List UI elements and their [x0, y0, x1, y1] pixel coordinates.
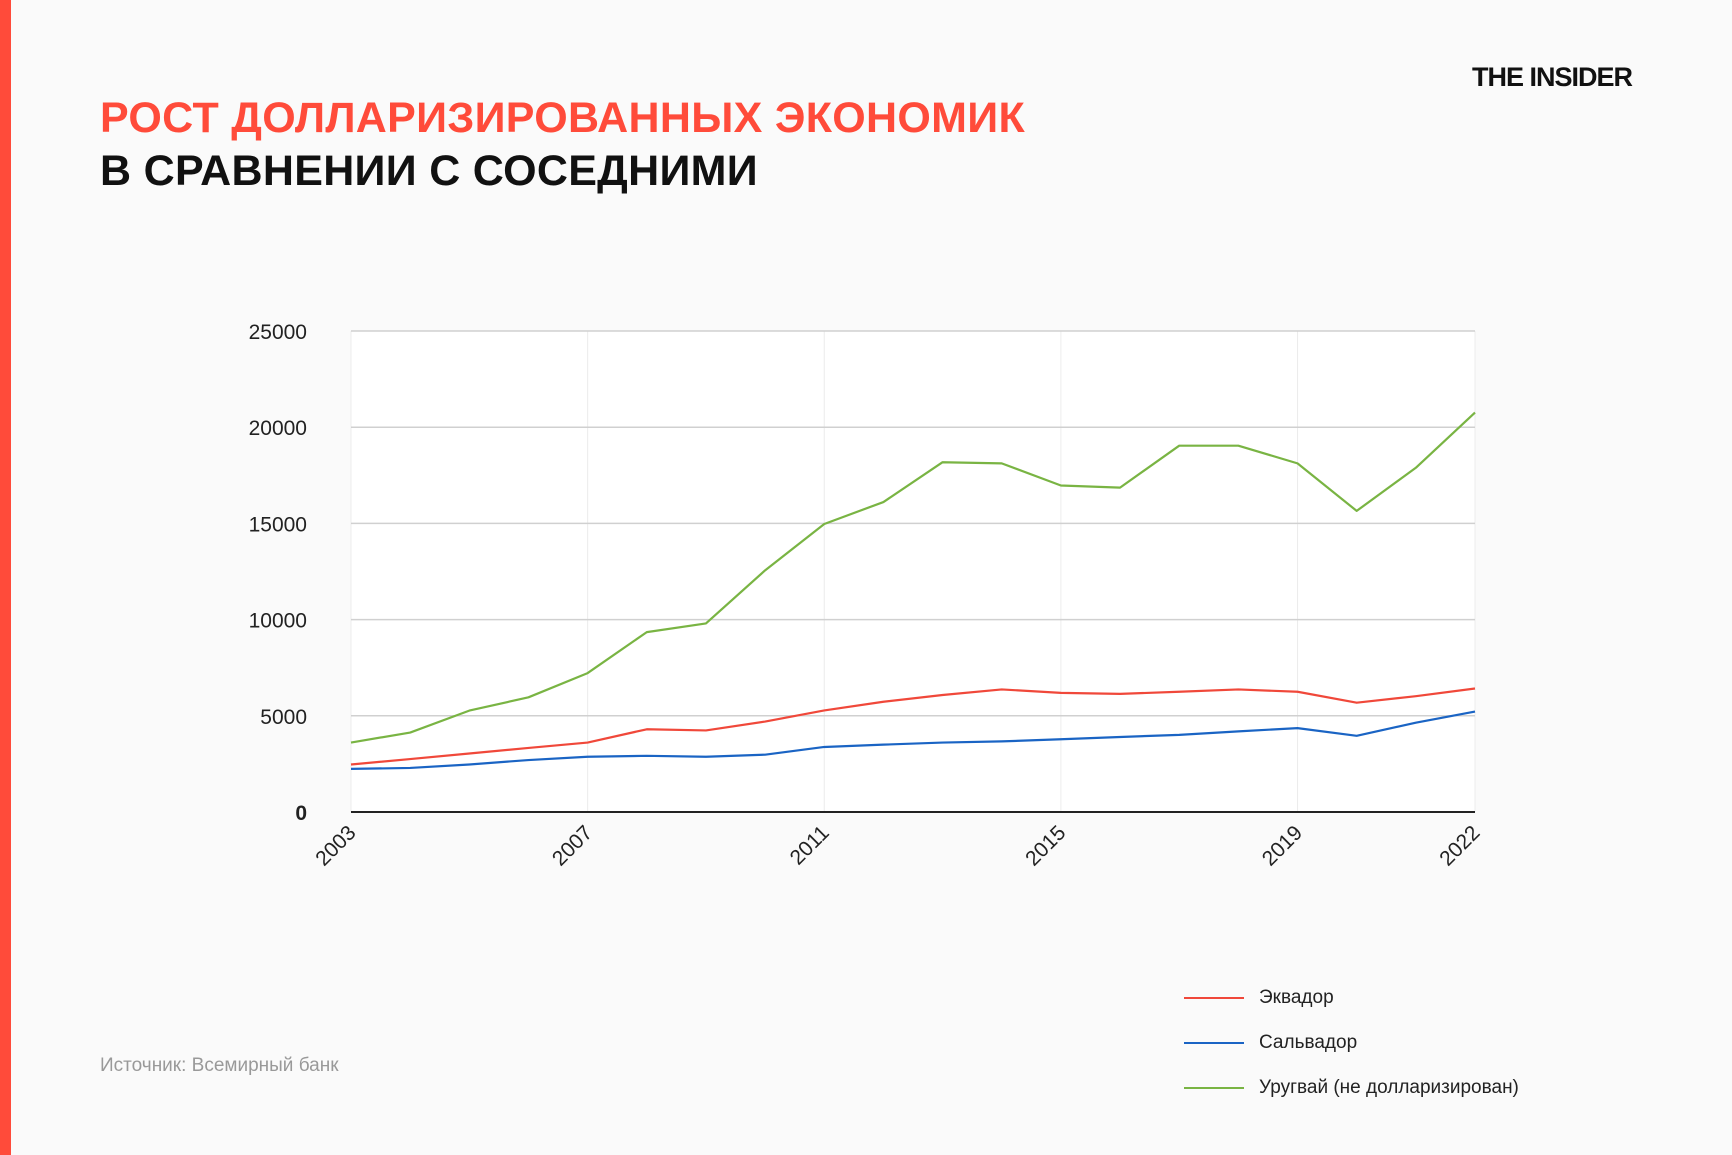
series-line-0 — [350, 687, 1476, 766]
legend-swatch — [1184, 996, 1244, 999]
title-line-2: В СРАВНЕНИИ С СОСЕДНИМИ — [100, 147, 758, 195]
x-tick-label: 2015 — [1021, 821, 1070, 870]
legend-item-salvador: Сальвадор — [1184, 1020, 1519, 1065]
x-tick-label: 2007 — [548, 821, 597, 870]
x-tick-label: 2022 — [1435, 821, 1484, 870]
x-tick-label: 2019 — [1258, 821, 1307, 870]
page-title: РОСТ ДОЛЛАРИЗИРОВАННЫХ ЭКОНОМИК В СРАВНЕ… — [100, 92, 1025, 198]
y-tick-label: 15000 — [249, 513, 307, 536]
y-tick-label: 0 — [295, 802, 307, 825]
plot-area — [351, 331, 1475, 812]
legend-item-uruguay: Уругвай (не долларизирован) — [1184, 1065, 1519, 1110]
legend-label: Эквадор — [1259, 986, 1334, 1008]
legend-swatch — [1184, 1086, 1244, 1089]
x-tick-label: 2003 — [311, 821, 360, 870]
source-note: Источник: Всемирный банк — [100, 1055, 339, 1076]
legend-swatch — [1184, 1041, 1244, 1044]
y-tick-label: 10000 — [249, 610, 307, 633]
title-line-1: РОСТ ДОЛЛАРИЗИРОВАННЫХ ЭКОНОМИК — [100, 94, 1026, 142]
legend-item-ecuador: Эквадор — [1184, 975, 1519, 1020]
logo: THE INSIDER — [1472, 62, 1633, 92]
x-tick-label: 2011 — [786, 821, 834, 869]
series-line-2 — [350, 411, 1476, 744]
accent-bar — [0, 0, 11, 1155]
legend: Эквадор Сальвадор Уругвай (не долларизир… — [1184, 975, 1519, 1110]
y-tick-label: 5000 — [260, 706, 307, 729]
series-line-1 — [350, 710, 1476, 771]
y-tick-label: 20000 — [249, 417, 307, 440]
legend-label: Уругвай (не долларизирован) — [1259, 1076, 1519, 1098]
y-tick-label: 25000 — [249, 321, 307, 344]
legend-label: Сальвадор — [1259, 1031, 1358, 1053]
